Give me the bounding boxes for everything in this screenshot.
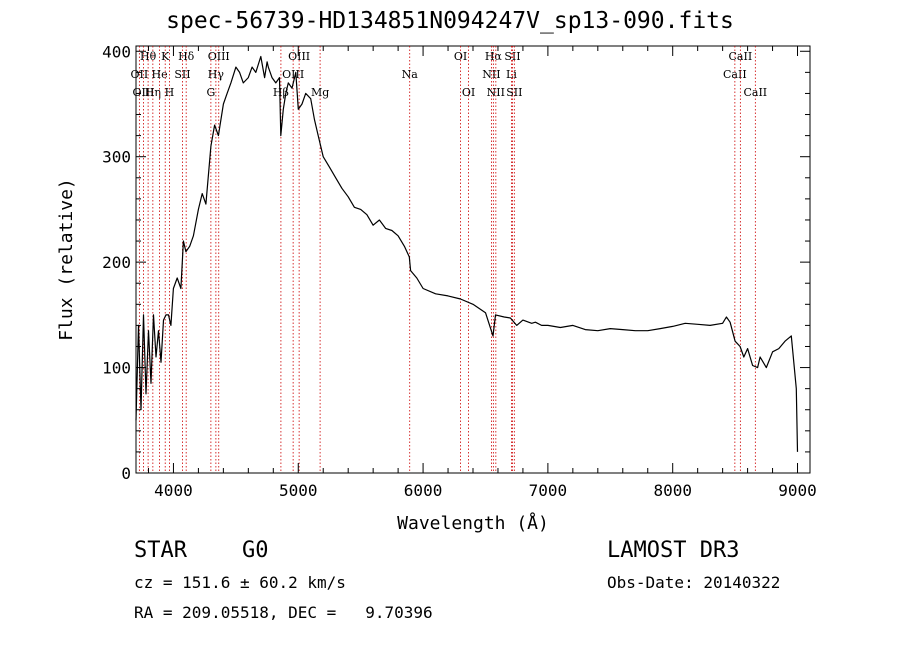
y-tick-label: 100 xyxy=(102,359,131,378)
line-marker-label: OI xyxy=(462,86,475,99)
line-marker-label: CaII xyxy=(743,86,767,99)
x-tick-label: 6000 xyxy=(404,481,443,500)
x-tick-label: 5000 xyxy=(279,481,318,500)
line-marker-label: OII xyxy=(131,68,149,81)
y-tick-label: 0 xyxy=(121,464,131,483)
line-marker-label: SII xyxy=(174,68,190,81)
y-axis-label: Flux (relative) xyxy=(56,178,77,341)
y-tick-label: 200 xyxy=(102,253,131,272)
line-marker-label: Hη xyxy=(145,86,161,99)
y-tick-label: 300 xyxy=(102,148,131,167)
x-tick-label: 8000 xyxy=(653,481,692,500)
line-marker-label: Hθ xyxy=(140,50,157,63)
line-marker-label: SII xyxy=(504,50,520,63)
y-tick-label: 400 xyxy=(102,42,131,61)
class-label: STAR xyxy=(134,538,187,563)
line-marker-label: NII xyxy=(487,86,505,99)
line-marker-label: CaII xyxy=(729,50,753,63)
line-marker-label: Hα xyxy=(485,50,503,63)
line-marker-label: He xyxy=(152,68,168,81)
subclass-label: G0 xyxy=(242,538,269,563)
line-marker-label: K xyxy=(161,50,170,63)
x-tick-label: 9000 xyxy=(778,481,817,500)
x-axis-label: Wavelength (Å) xyxy=(397,512,549,534)
obs-date-text: Obs-Date: 20140322 xyxy=(607,573,781,592)
line-marker-label: OIII xyxy=(288,50,310,63)
line-marker-label: CaII xyxy=(723,68,747,81)
coordinates-text: RA = 209.05518, DEC = 9.70396 xyxy=(134,603,433,622)
redshift-text: cz = 151.6 ± 60.2 km/s xyxy=(134,573,346,592)
line-marker-label: SII xyxy=(506,86,522,99)
plot-frame xyxy=(135,45,811,474)
line-marker-label: H xyxy=(165,86,175,99)
line-marker-label: OIII xyxy=(132,86,154,99)
line-marker-label: Hγ xyxy=(208,68,225,81)
line-marker-label: Hδ xyxy=(178,50,195,63)
line-marker-label: Li xyxy=(506,68,517,81)
line-marker-label: OIII xyxy=(208,50,230,63)
x-tick-label: 7000 xyxy=(529,481,568,500)
survey-label: LAMOST DR3 xyxy=(607,538,740,563)
line-marker-label: Na xyxy=(402,68,419,81)
chart-title: spec-56739-HD134851N094247V_sp13-090.fit… xyxy=(166,8,734,34)
spectrum-line xyxy=(135,55,799,452)
line-marker-label: Mg xyxy=(311,86,329,99)
line-marker-label: NII xyxy=(482,68,500,81)
x-tick-label: 4000 xyxy=(154,481,193,500)
line-marker-label: OI xyxy=(454,50,467,63)
line-marker-label: G xyxy=(206,86,215,99)
line-marker-label: OIII xyxy=(282,68,304,81)
